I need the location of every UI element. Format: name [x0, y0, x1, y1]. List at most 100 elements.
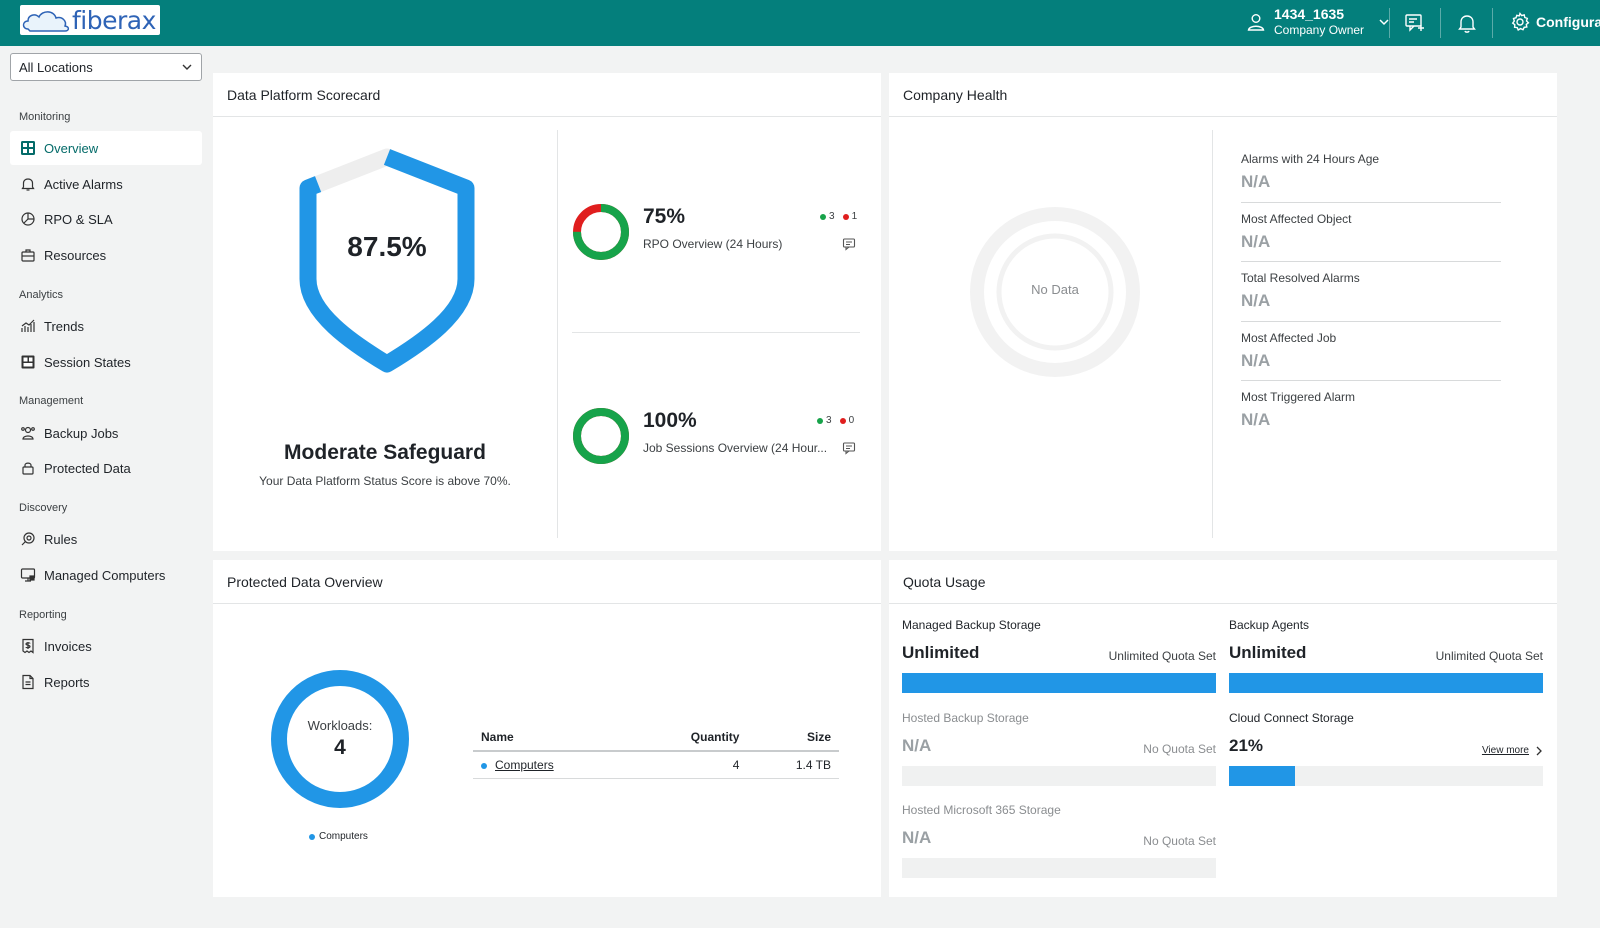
quota-value: Unlimited — [1229, 643, 1307, 662]
quota-progress-fill — [1229, 673, 1543, 693]
top-bar: fiberax 1434_1635 Company Owner Configur… — [0, 0, 1600, 46]
failure-dot — [842, 213, 849, 220]
nav-section-monitoring: Monitoring — [19, 111, 71, 123]
sidebar-item-label: RPO & SLA — [44, 211, 113, 227]
lock-icon — [22, 462, 34, 475]
computers-link[interactable]: Computers — [495, 758, 554, 772]
brand-logo[interactable]: fiberax — [20, 5, 160, 35]
view-more-link[interactable]: View more — [1482, 745, 1543, 756]
table-cell-quantity: 4 — [631, 751, 748, 779]
health-metric-value: N/A — [1241, 350, 1271, 370]
health-metric: Most Triggered Alarm N/A — [1241, 381, 1501, 441]
sidebar-item-session-states[interactable]: Session States — [10, 345, 202, 379]
quota-usage-card: Quota Usage Managed Backup Storage Unlim… — [889, 560, 1557, 897]
bell-icon — [21, 178, 35, 191]
sidebar-item-backup-jobs[interactable]: Backup Jobs — [10, 416, 202, 450]
card-title: Protected Data Overview — [227, 574, 383, 590]
gear-icon — [1511, 12, 1530, 32]
health-metric: Most Affected Object N/A — [1241, 203, 1501, 263]
header-divider — [1492, 8, 1493, 38]
location-select-value: All Locations — [19, 59, 93, 75]
quota-value: N/A — [902, 736, 932, 755]
column-header-name[interactable]: Name — [473, 724, 632, 752]
no-data-label: No Data — [1031, 282, 1079, 297]
sidebar-item-label: Overview — [44, 140, 99, 156]
sidebar-item-label: Reports — [44, 674, 90, 690]
messages-icon[interactable] — [1404, 12, 1426, 34]
rpo-label: RPO Overview (24 Hours) — [643, 237, 783, 251]
rpo-percentage: 75% — [643, 205, 686, 228]
location-select[interactable]: All Locations — [10, 53, 202, 81]
cloud-logo-icon — [22, 11, 70, 32]
card-title: Company Health — [903, 87, 1008, 103]
health-metric-value: N/A — [1241, 410, 1271, 430]
protected-data-table: Name Quantity Size Computers 4 1.4 TB — [473, 724, 839, 779]
rpo-success-count: 3 — [829, 211, 835, 222]
health-metric-value: N/A — [1241, 231, 1271, 251]
sidebar-item-managed-computers[interactable]: Managed Computers — [10, 558, 202, 592]
invoice-icon — [22, 638, 34, 654]
quota-value: Unlimited — [902, 643, 980, 662]
company-health-card: Company Health No Data Alarms with 24 Ho… — [889, 73, 1557, 551]
sidebar-item-rpo-sla[interactable]: RPO & SLA — [10, 202, 202, 236]
sidebar-item-resources[interactable]: Resources — [10, 238, 202, 272]
configuration-label: Configuratio — [1536, 14, 1600, 30]
chevron-right-icon — [1536, 746, 1542, 755]
quota-name: Managed Backup Storage — [902, 618, 1041, 632]
score-shield-gauge — [299, 148, 475, 373]
job-sessions-donut — [573, 408, 629, 464]
header-divider — [1440, 8, 1441, 38]
quota-progress-bar — [902, 858, 1216, 878]
configuration-button[interactable]: Configuratio — [1510, 12, 1600, 32]
quota-note: Unlimited Quota Set — [1435, 649, 1543, 663]
user-role: Company Owner — [1274, 23, 1365, 37]
column-header-quantity[interactable]: Quantity — [631, 724, 748, 752]
sidebar-item-label: Protected Data — [44, 460, 131, 476]
health-metric: Alarms with 24 Hours Age N/A — [1241, 143, 1501, 203]
sidebar-item-reports[interactable]: Reports — [10, 665, 202, 699]
rpo-failure-count: 1 — [851, 211, 858, 222]
quota-progress-bar — [902, 766, 1216, 786]
view-more-label: View more — [1481, 745, 1529, 756]
sidebar-item-label: Invoices — [44, 638, 92, 654]
sidebar-item-overview[interactable]: Overview — [10, 131, 202, 165]
sidebar-item-rules[interactable]: Rules — [10, 522, 202, 556]
health-metric: Total Resolved Alarms N/A — [1241, 262, 1501, 322]
sidebar-item-invoices[interactable]: Invoices — [10, 629, 202, 663]
sidebar-item-label: Backup Jobs — [44, 425, 119, 441]
sidebar-item-label: Rules — [44, 531, 78, 547]
rpo-donut — [573, 204, 629, 260]
sidebar-item-label: Resources — [44, 247, 107, 263]
job-success-count: 3 — [826, 415, 832, 426]
quota-value: N/A — [902, 828, 932, 847]
score-percentage: 87.5% — [347, 231, 427, 262]
sidebar-item-label: Active Alarms — [44, 176, 123, 192]
job-failure-count: 0 — [848, 415, 855, 426]
column-header-size[interactable]: Size — [747, 724, 839, 752]
sidebar-item-active-alarms[interactable]: Active Alarms — [10, 167, 202, 201]
nav-section-discovery: Discovery — [19, 502, 68, 514]
details-icon[interactable] — [842, 441, 856, 455]
workloads-value: 4 — [334, 736, 346, 759]
bell-icon[interactable] — [1456, 12, 1478, 34]
sidebar-item-protected-data[interactable]: Protected Data — [10, 451, 202, 485]
workloads-label: Workloads: — [307, 718, 373, 733]
card-title: Quota Usage — [903, 574, 986, 590]
safeguard-status: Moderate Safeguard — [284, 441, 486, 464]
card-divider — [889, 603, 1557, 604]
card-title: Data Platform Scorecard — [227, 87, 381, 103]
quota-value: 21% — [1229, 736, 1264, 755]
user-menu[interactable]: 1434_1635 Company Owner — [1246, 6, 1390, 38]
quota-note: No Quota Set — [1143, 742, 1216, 756]
chevron-down-icon — [182, 64, 192, 70]
quota-hosted-m365-storage: Hosted Microsoft 365 Storage N/A No Quot… — [902, 803, 1216, 878]
details-icon[interactable] — [842, 237, 856, 251]
workloads-donut — [271, 670, 409, 808]
sidebar-item-trends[interactable]: Trends — [10, 309, 202, 343]
job-sessions-counts: 3 0 — [817, 415, 854, 426]
quota-hosted-backup-storage: Hosted Backup Storage N/A No Quota Set — [902, 711, 1216, 786]
sidebar-item-label: Managed Computers — [44, 567, 166, 583]
header-divider — [1389, 8, 1390, 38]
brand-logo-text: fiberax — [72, 5, 156, 35]
user-icon — [1247, 14, 1265, 31]
